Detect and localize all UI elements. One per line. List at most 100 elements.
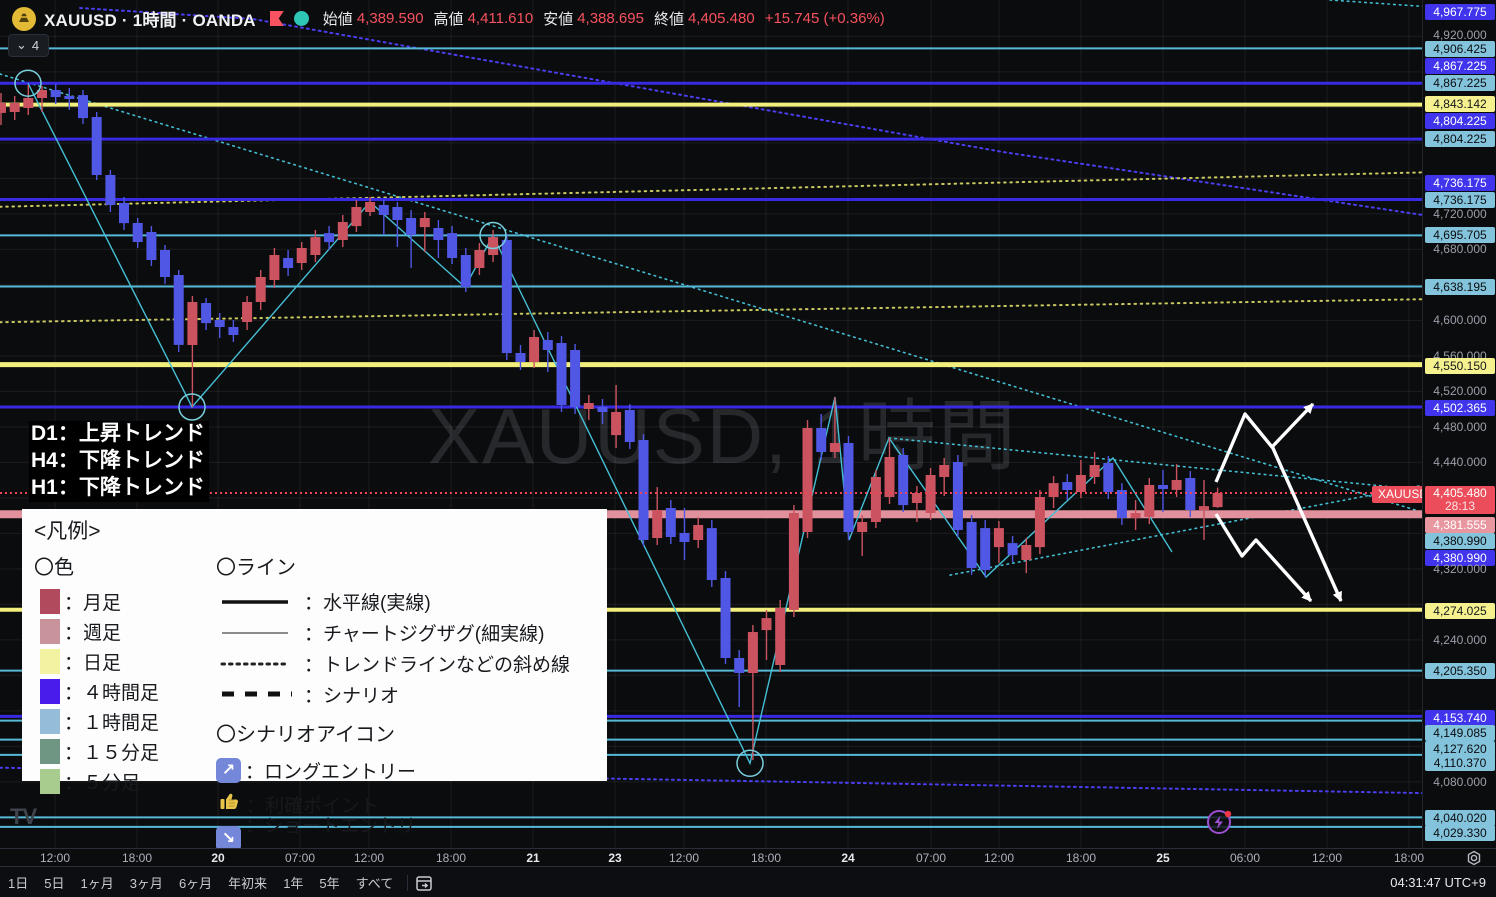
interval-collapse-button[interactable]: ⌄ 4 bbox=[8, 34, 50, 57]
candle-body bbox=[939, 465, 950, 477]
candle-body bbox=[1144, 485, 1155, 517]
price-level-badge[interactable]: 4,867.225 bbox=[1425, 58, 1495, 74]
low-label: 安値 bbox=[543, 11, 574, 28]
price-axis-tick: 4,080.000 bbox=[1433, 775, 1487, 789]
go-to-date-icon[interactable] bbox=[414, 873, 434, 893]
price-axis[interactable]: 4,967.775 4,920.000 4,906.425 4,867.225 4,86… bbox=[1422, 0, 1496, 848]
candle-body bbox=[1212, 493, 1223, 508]
legend-scenario-item: ：利確ポイント bbox=[216, 787, 379, 821]
price-line-symbol-tag: XAUUSD bbox=[1372, 486, 1422, 503]
timeframe-color-swatch bbox=[40, 618, 60, 644]
status-dot-icon[interactable] bbox=[293, 11, 309, 26]
candle-body bbox=[324, 233, 335, 243]
trendline[interactable] bbox=[0, 73, 1422, 513]
range-button-1ヶ月[interactable]: 1ヶ月 bbox=[80, 876, 114, 891]
trendline[interactable] bbox=[0, 298, 1422, 324]
candle-body bbox=[269, 255, 280, 280]
range-button-5年[interactable]: 5年 bbox=[319, 876, 340, 891]
close-label: 終値 bbox=[653, 11, 684, 28]
price-level-badge[interactable]: 4,040.020 bbox=[1425, 810, 1495, 826]
change-value: +15.745 (+0.36%) bbox=[764, 10, 885, 27]
price-level-badge[interactable]: 4,867.225 bbox=[1425, 75, 1495, 91]
candle-body bbox=[638, 440, 649, 540]
candle-body bbox=[870, 477, 881, 522]
time-axis-tick: 18:00 bbox=[1065, 851, 1097, 865]
candle-body bbox=[857, 522, 868, 532]
pivot-circle-icon bbox=[14, 69, 42, 97]
time-axis-tick: 06:00 bbox=[1229, 851, 1261, 865]
time-axis[interactable]: 12:00 18:00 20 07:00 12:00 18:00 21 23 12:00 18:0… bbox=[0, 848, 1496, 867]
dotted-line-sample-icon bbox=[216, 653, 300, 675]
legend-line-section: 〇ライン bbox=[216, 557, 296, 579]
legend-color-row: ：１時間足 bbox=[34, 706, 216, 736]
range-button-年初来[interactable]: 年初来 bbox=[228, 876, 268, 891]
price-level-badge[interactable]: 4,381.555 bbox=[1425, 517, 1495, 533]
price-level-badge[interactable]: 4,736.175 bbox=[1425, 192, 1495, 208]
range-button-6ヶ月[interactable]: 6ヶ月 bbox=[178, 876, 213, 891]
lightning-event-icon[interactable] bbox=[1204, 806, 1236, 843]
timeframe-color-swatch bbox=[40, 708, 60, 734]
price-level-badge[interactable]: 4,804.225 bbox=[1425, 131, 1495, 147]
time-axis-tick: 18:00 bbox=[435, 851, 467, 865]
price-level-badge[interactable]: 4,502.365 bbox=[1425, 400, 1495, 416]
price-level-badge[interactable]: 4,736.175 bbox=[1425, 175, 1495, 191]
pivot-circle-icon bbox=[736, 749, 764, 778]
price-level-badge[interactable]: 4,127.620 bbox=[1425, 741, 1495, 757]
candle-body bbox=[187, 302, 198, 345]
price-level-badge[interactable]: 4,380.990 bbox=[1425, 533, 1495, 549]
flag-icon[interactable] bbox=[269, 11, 284, 26]
axis-settings-icon[interactable] bbox=[1466, 850, 1482, 869]
price-level-badge[interactable]: 4,274.025 bbox=[1425, 603, 1495, 619]
price-level-badge[interactable]: 4,380.990 bbox=[1425, 550, 1495, 566]
legend-scenario-section: 〇シナリオアイコン bbox=[216, 724, 395, 746]
trendline[interactable] bbox=[0, 171, 1422, 208]
timeframe-color-swatch bbox=[40, 648, 60, 674]
range-button-3ヶ月[interactable]: 3ヶ月 bbox=[129, 876, 163, 891]
range-button-1年[interactable]: 1年 bbox=[283, 876, 304, 891]
symbol-header[interactable]: XAUUSD · 1時間 · OANDA 始値 4,389.590 高値 4,411… bbox=[12, 6, 891, 31]
price-level-badge[interactable]: 4,804.225 bbox=[1425, 113, 1495, 129]
price-level-badge[interactable]: 4,110.370 bbox=[1425, 755, 1495, 771]
candle-body bbox=[64, 96, 75, 99]
candlestick-chart[interactable] bbox=[0, 0, 1422, 848]
price-axis-tick: 4,680.000 bbox=[1433, 242, 1487, 256]
chart-pane[interactable]: XAUUSD, 1時間 XAUUSD · 1時間 · OANDA 始値 4,389… bbox=[0, 0, 1422, 848]
trendline[interactable] bbox=[1329, 0, 1422, 12]
legend-color-label: ：日足 bbox=[64, 652, 122, 674]
range-button-5日[interactable]: 5日 bbox=[44, 876, 65, 891]
legend-line-label: ：チャートジグザグ(細実線) bbox=[304, 624, 545, 645]
current-price-badge[interactable]: 4,405.480 28:13 bbox=[1425, 486, 1495, 514]
range-button-すべて[interactable]: すべて bbox=[355, 876, 394, 891]
tradingview-logo[interactable]: TV bbox=[10, 804, 37, 829]
candle-body bbox=[980, 528, 991, 571]
price-level-badge[interactable]: 4,967.775 bbox=[1425, 4, 1495, 20]
time-axis-tick: 23 bbox=[608, 851, 622, 865]
candle-body bbox=[679, 533, 690, 542]
price-level-badge[interactable]: 4,695.705 bbox=[1425, 227, 1495, 243]
price-level-badge[interactable]: 4,638.195 bbox=[1425, 279, 1495, 295]
clock-readout[interactable]: 04:31:47 UTC+9 bbox=[1390, 875, 1486, 890]
interval-count: 4 bbox=[31, 37, 40, 53]
range-button-1日[interactable]: 1日 bbox=[8, 876, 29, 891]
price-level-badge[interactable]: 4,149.085 bbox=[1425, 725, 1495, 741]
price-level-badge[interactable]: 4,906.425 bbox=[1425, 41, 1495, 57]
price-level-badge[interactable]: 4,843.142 bbox=[1425, 96, 1495, 112]
legend-color-row: ：月足 bbox=[34, 586, 216, 616]
candle-body bbox=[843, 443, 854, 532]
price-level-badge[interactable]: 4,029.330 bbox=[1425, 825, 1495, 841]
price-level-badge[interactable]: 4,550.150 bbox=[1425, 358, 1495, 374]
toolbar-divider bbox=[407, 874, 409, 891]
candle-body bbox=[993, 528, 1004, 548]
candle-body bbox=[542, 340, 553, 350]
time-axis-tick: 18:00 bbox=[1393, 851, 1425, 865]
symbol-title[interactable]: XAUUSD · 1時間 · OANDA bbox=[44, 11, 256, 30]
trendline[interactable] bbox=[79, 7, 1422, 216]
candle-body bbox=[556, 343, 567, 405]
trend-line-h4: H4：下降トレンド bbox=[29, 448, 209, 475]
candle-body bbox=[310, 237, 321, 255]
time-axis-tick: 24 bbox=[841, 851, 855, 865]
candle-body bbox=[747, 632, 758, 673]
solid-thick-line-sample-icon bbox=[216, 591, 300, 613]
price-level-badge[interactable]: 4,153.740 bbox=[1425, 710, 1495, 726]
price-level-badge[interactable]: 4,205.350 bbox=[1425, 663, 1495, 679]
